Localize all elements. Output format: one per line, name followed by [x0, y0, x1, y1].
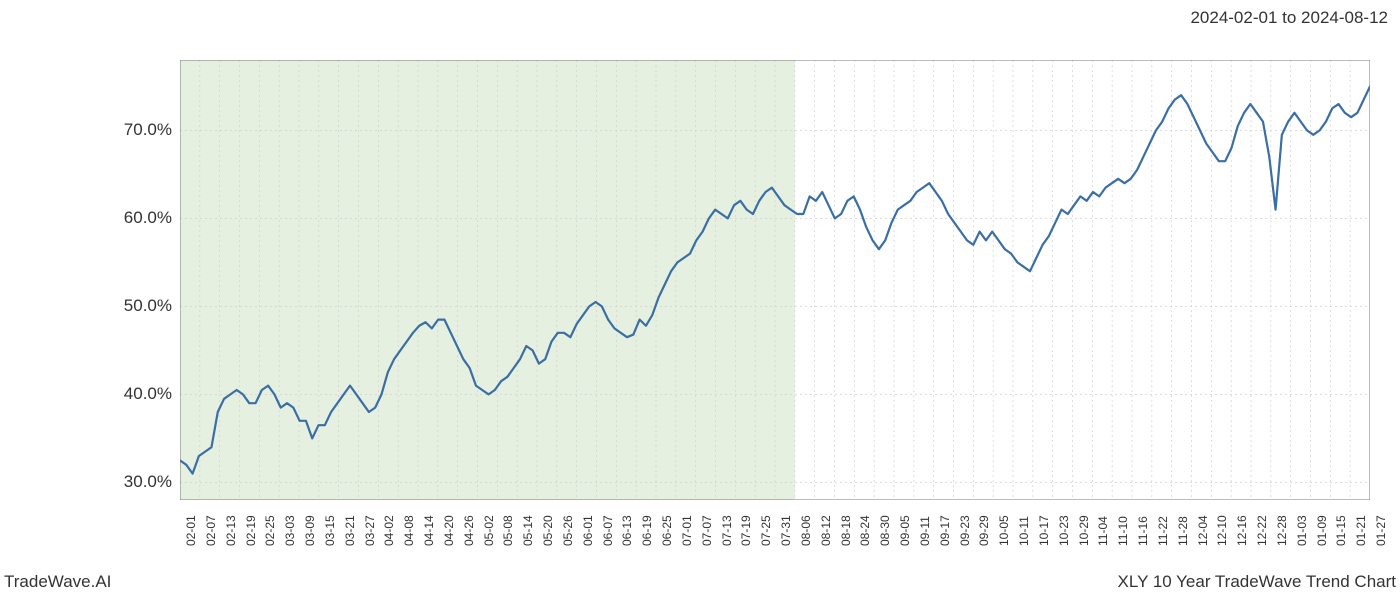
- x-tick-label: 11-16: [1136, 516, 1150, 546]
- x-tick-label: 04-14: [422, 515, 436, 546]
- x-tick-label: 05-14: [521, 515, 535, 546]
- x-tick-label: 11-22: [1156, 516, 1170, 546]
- x-tick-label: 01-21: [1354, 515, 1368, 546]
- x-tick-label: 02-07: [204, 515, 218, 546]
- x-tick-label: 03-09: [303, 515, 317, 546]
- x-tick-label: 03-27: [363, 515, 377, 546]
- x-tick-label: 10-29: [1077, 515, 1091, 546]
- x-tick-label: 12-22: [1255, 515, 1269, 546]
- x-tick-label: 02-01: [184, 515, 198, 546]
- x-tick-label: 12-10: [1215, 515, 1229, 546]
- x-tick-label: 04-02: [382, 515, 396, 546]
- y-tick-label: 60.0%: [124, 208, 172, 228]
- x-tick-label: 01-09: [1315, 515, 1329, 546]
- x-tick-label: 09-11: [918, 516, 932, 546]
- chart-container: [180, 60, 1370, 500]
- x-tick-label: 02-13: [224, 515, 238, 546]
- x-tick-label: 08-06: [799, 515, 813, 546]
- footer-brand: TradeWave.AI: [4, 572, 111, 592]
- x-tick-label: 11-04: [1096, 516, 1110, 546]
- x-tick-label: 12-28: [1275, 515, 1289, 546]
- trend-chart: [180, 60, 1370, 500]
- y-tick-label: 30.0%: [124, 472, 172, 492]
- x-tick-label: 10-05: [997, 515, 1011, 546]
- x-tick-label: 03-03: [283, 515, 297, 546]
- x-tick-label: 08-12: [819, 515, 833, 546]
- x-tick-label: 08-18: [839, 515, 853, 546]
- x-tick-label: 09-23: [958, 515, 972, 546]
- x-tick-label: 10-23: [1057, 515, 1071, 546]
- x-tick-label: 07-19: [739, 515, 753, 546]
- footer-chart-title: XLY 10 Year TradeWave Trend Chart: [1118, 572, 1396, 592]
- x-tick-label: 06-01: [581, 515, 595, 546]
- x-tick-label: 08-24: [858, 515, 872, 546]
- x-tick-label: 09-29: [977, 515, 991, 546]
- x-tick-label: 06-13: [620, 515, 634, 546]
- x-tick-label: 03-15: [323, 515, 337, 546]
- x-tick-label: 01-15: [1334, 515, 1348, 546]
- x-tick-label: 09-17: [938, 515, 952, 546]
- x-tick-label: 04-20: [442, 515, 456, 546]
- x-tick-label: 04-26: [462, 515, 476, 546]
- x-tick-label: 07-13: [720, 515, 734, 546]
- x-tick-label: 11-28: [1176, 516, 1190, 546]
- y-tick-label: 70.0%: [124, 120, 172, 140]
- x-tick-label: 07-07: [700, 515, 714, 546]
- x-tick-label: 01-27: [1374, 515, 1388, 546]
- x-tick-label: 02-19: [244, 515, 258, 546]
- x-tick-label: 01-03: [1295, 515, 1309, 546]
- x-tick-label: 07-31: [779, 515, 793, 546]
- x-tick-label: 04-08: [402, 515, 416, 546]
- x-tick-label: 06-07: [601, 515, 615, 546]
- date-range-label: 2024-02-01 to 2024-08-12: [1190, 8, 1388, 28]
- x-tick-label: 07-01: [680, 515, 694, 546]
- y-tick-label: 50.0%: [124, 296, 172, 316]
- x-tick-label: 05-02: [482, 515, 496, 546]
- x-tick-label: 06-25: [660, 515, 674, 546]
- x-tick-label: 07-25: [759, 515, 773, 546]
- y-tick-label: 40.0%: [124, 384, 172, 404]
- x-tick-label: 12-16: [1235, 515, 1249, 546]
- x-tick-label: 09-05: [898, 515, 912, 546]
- x-tick-label: 08-30: [878, 515, 892, 546]
- x-tick-label: 11-10: [1116, 516, 1130, 546]
- x-tick-label: 05-08: [501, 515, 515, 546]
- x-tick-label: 03-21: [343, 515, 357, 546]
- x-tick-label: 06-19: [640, 515, 654, 546]
- x-tick-label: 02-25: [263, 515, 277, 546]
- x-tick-label: 10-17: [1037, 515, 1051, 546]
- x-tick-label: 12-04: [1196, 515, 1210, 546]
- x-tick-label: 10-11: [1017, 516, 1031, 546]
- x-tick-label: 05-20: [541, 515, 555, 546]
- x-tick-label: 05-26: [561, 515, 575, 546]
